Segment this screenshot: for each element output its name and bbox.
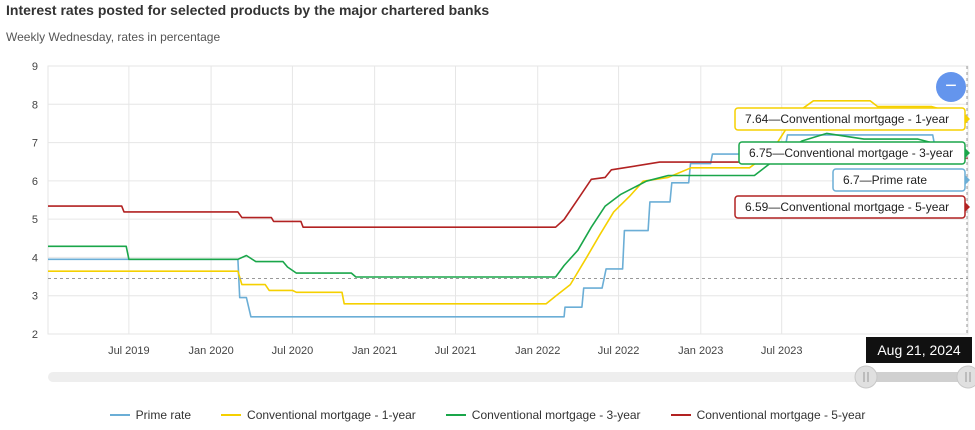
tooltip-text: 6.75—Conventional mortgage - 3-year [749, 146, 953, 160]
zoom-out-button[interactable]: − [936, 72, 966, 102]
legend-label: Prime rate [135, 408, 192, 422]
tooltips: 7.64—Conventional mortgage - 1-year 6.75—… [734, 107, 970, 219]
chart-subtitle: Weekly Wednesday, rates in percentage [6, 30, 221, 44]
legend-swatch [445, 414, 466, 416]
tooltip-3: 6.59—Conventional mortgage - 5-year [734, 195, 970, 219]
range-navigator[interactable] [48, 365, 975, 389]
navigator-track [48, 372, 968, 382]
tooltip-2: 6.7—Prime rate [832, 168, 970, 192]
minus-icon: − [945, 75, 957, 97]
legend-item-mortgage-1-year[interactable]: Conventional mortgage - 1-year [221, 405, 416, 425]
series-line-0 [48, 134, 968, 318]
legend-swatch [221, 414, 242, 416]
axis-labels: 2 3 4 5 6 7 8 9 Jul 2019 Jan 2020 Jul 2020 Jan 2021… [32, 61, 803, 357]
series-layer [48, 100, 969, 318]
x-tick-label: Jul 2022 [598, 345, 640, 357]
chart-title: Interest rates posted for selected produ… [6, 2, 490, 18]
tooltip-1: 6.75—Conventional mortgage - 3-year [738, 141, 970, 165]
x-tick-label: Jul 2020 [272, 345, 314, 357]
navigator-selection[interactable] [866, 372, 968, 382]
y-tick-label: 2 [32, 329, 38, 341]
tooltip-text: 7.64—Conventional mortgage - 1-year [745, 112, 949, 126]
navigator-right-handle[interactable] [956, 365, 975, 389]
x-tick-label: Jul 2021 [435, 345, 477, 357]
y-tick-label: 5 [32, 214, 38, 226]
y-tick-label: 7 [32, 138, 38, 150]
x-tick-label: Jan 2022 [515, 345, 560, 357]
x-tick-label: Jan 2021 [352, 345, 397, 357]
grid [47, 65, 969, 335]
legend-item-mortgage-5-year[interactable]: Conventional mortgage - 5-year [670, 405, 866, 425]
legend-swatch [670, 414, 691, 416]
legend-label: Conventional mortgage - 1-year [247, 408, 416, 422]
series-line-2 [48, 132, 969, 278]
tooltip-text: 6.59—Conventional mortgage - 5-year [745, 200, 949, 214]
y-tick-label: 3 [32, 291, 38, 303]
legend: Prime rate Conventional mortgage - 1-yea… [0, 405, 975, 425]
legend-label: Conventional mortgage - 5-year [696, 408, 866, 422]
legend-item-mortgage-3-year[interactable]: Conventional mortgage - 3-year [445, 405, 641, 425]
tooltip-text: 6.7—Prime rate [843, 173, 927, 187]
y-tick-label: 8 [32, 99, 38, 111]
y-tick-label: 6 [32, 176, 38, 188]
y-tick-label: 9 [32, 61, 38, 73]
date-badge: Aug 21, 2024 [866, 337, 972, 363]
x-tick-label: Jul 2023 [761, 345, 803, 357]
x-tick-label: Jan 2020 [188, 345, 233, 357]
series-line-1 [48, 100, 969, 305]
legend-swatch [109, 414, 130, 416]
y-tick-label: 4 [32, 252, 38, 264]
legend-item-prime-rate[interactable]: Prime rate [109, 405, 192, 425]
x-tick-label: Jul 2019 [108, 345, 150, 357]
legend-label: Conventional mortgage - 3-year [471, 408, 641, 422]
navigator-left-handle[interactable] [854, 365, 878, 389]
x-tick-label: Jan 2023 [678, 345, 723, 357]
tooltip-0: 7.64—Conventional mortgage - 1-year [734, 107, 970, 131]
